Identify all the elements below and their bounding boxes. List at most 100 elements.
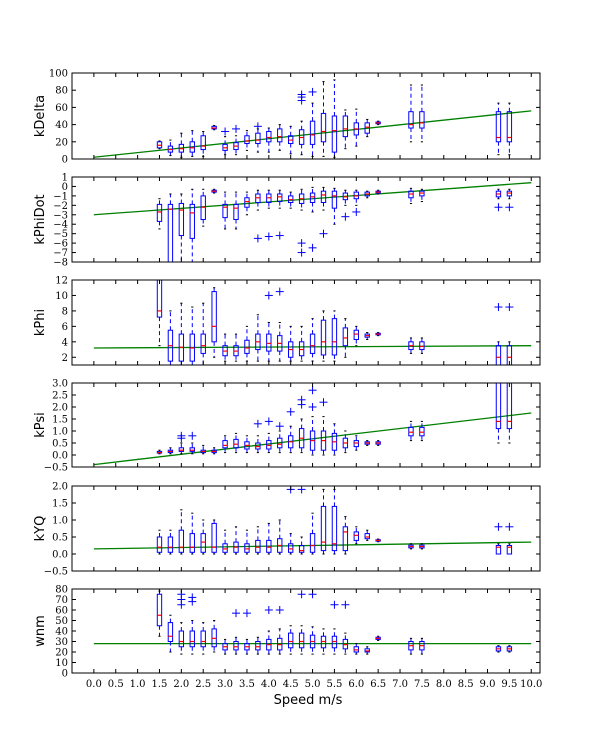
box-22 [419,637,425,655]
outlier-point [308,386,317,395]
box-1 [167,614,174,653]
box-iqr [244,197,250,208]
box-iqr [178,529,185,553]
box-20 [375,189,381,195]
box-15 [320,81,327,157]
box-18 [353,526,359,545]
box-11 [275,287,284,362]
box-11 [277,124,283,151]
box-4 [200,519,206,555]
outlier-point [253,234,262,243]
ytick-label: 40 [55,120,68,131]
box-iqr [506,545,513,555]
outlier-point [177,431,186,440]
outlier-point [505,522,514,531]
ytick-label: −1 [53,191,68,202]
ytick-label: 0.5 [52,439,68,450]
ytick-label: −5 [53,229,68,240]
y-axis-label: kPhi [33,309,48,336]
box-9 [253,419,262,454]
box-19 [364,440,370,446]
xtick-label: 7.5 [414,679,430,690]
box-18 [353,435,359,451]
box-13 [297,486,306,555]
box-iqr [255,132,261,145]
xtick-label: 0.0 [86,679,102,690]
box-iqr [189,630,195,648]
box-iqr [222,543,228,553]
outlier-point [297,486,306,494]
ytick-label: −2 [53,201,68,212]
box-iqr [277,437,283,449]
ytick-label: 8 [62,306,68,317]
ytick-label: 80 [55,585,68,596]
y-axis-label: wnm [33,615,48,647]
box-1 [167,529,174,555]
xtick-label: 4.0 [261,679,277,690]
outlier-point [275,231,284,240]
ytick-label: 0.5 [52,533,68,544]
ytick-label: 60 [55,103,68,114]
box-23 [494,303,503,365]
box-iqr [222,203,228,219]
box-10 [264,417,273,454]
box-5 [211,124,217,131]
box-24 [505,188,514,212]
box-iqr [233,641,239,651]
box-24 [506,645,513,653]
box-iqr [189,141,195,153]
box-6 [222,638,228,655]
box-23 [494,188,503,212]
box-17 [341,600,350,655]
box-3 [188,431,197,455]
xtick-label: 6.5 [370,679,386,690]
box-iqr [211,291,217,343]
box-22 [419,84,425,143]
box-6 [222,191,228,230]
box-10 [264,189,273,241]
y-axis-label: kPsi [33,412,48,438]
box-12 [286,407,295,454]
box-1 [167,447,174,455]
box-11 [275,422,284,454]
box-19 [364,118,370,138]
box-iqr [266,333,272,352]
ytick-label: 20 [55,648,68,659]
ytick-label: 1.0 [52,427,68,438]
box-13 [297,90,306,156]
xtick-label: 5.0 [305,679,321,690]
box-18 [352,189,361,216]
box-24 [505,303,514,365]
box-iqr [233,203,239,220]
box-19 [364,190,370,199]
xtick-label: 1.5 [152,679,168,690]
ytick-label: 0.0 [52,451,68,462]
box-7 [232,124,241,156]
box-8 [244,191,250,216]
box-0 [156,529,163,555]
box-18 [353,643,359,655]
box-iqr [189,447,195,452]
box-22 [419,420,425,442]
box-iqr [255,641,261,651]
box-20 [375,635,381,641]
outlier-point [221,127,230,136]
box-iqr [495,383,502,430]
box-9 [253,189,262,243]
xtick-label: 1.0 [130,679,146,690]
outlier-point [319,229,328,238]
ytick-label: 3.0 [52,379,68,390]
box-5 [211,188,217,194]
ytick-label: −3 [53,210,68,221]
box-9 [255,636,261,655]
box-iqr [342,526,349,552]
box-2 [177,590,186,655]
outlier-point [308,243,317,252]
box-iqr [331,505,338,552]
outlier-point [297,248,306,257]
ytick-label: 0.0 [52,550,68,561]
outlier-point [297,590,306,599]
outlier-point [319,398,328,407]
xtick-label: 7.0 [392,679,408,690]
ytick-label: 80 [55,86,68,97]
